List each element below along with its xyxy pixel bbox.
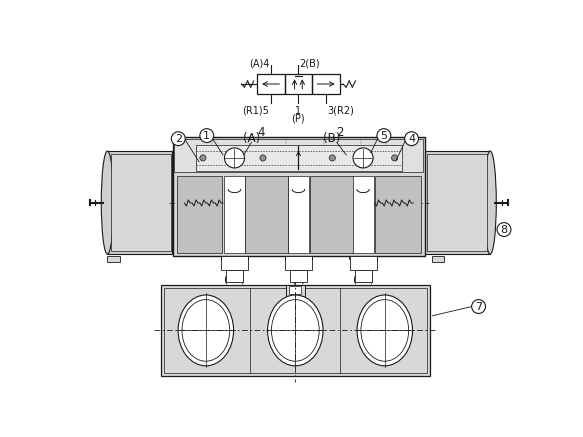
Circle shape <box>224 148 244 168</box>
Ellipse shape <box>178 295 234 366</box>
Bar <box>286 285 304 297</box>
Bar <box>419 164 426 241</box>
Bar <box>224 177 245 253</box>
Bar <box>173 137 424 257</box>
Ellipse shape <box>268 295 323 366</box>
Circle shape <box>200 128 214 142</box>
Text: (P): (P) <box>292 274 305 284</box>
Circle shape <box>329 155 335 161</box>
Text: 4: 4 <box>408 134 415 144</box>
Text: (R1): (R1) <box>224 274 245 284</box>
Bar <box>287 177 309 253</box>
Bar <box>310 177 353 253</box>
Text: 3: 3 <box>359 265 367 278</box>
Text: (B): (B) <box>323 132 340 145</box>
Text: 4: 4 <box>257 126 265 139</box>
Ellipse shape <box>361 300 409 361</box>
Bar <box>290 271 307 282</box>
Bar <box>164 288 427 373</box>
Bar <box>426 151 490 254</box>
Text: (R1)5: (R1)5 <box>243 106 269 116</box>
Ellipse shape <box>357 295 413 366</box>
Circle shape <box>353 148 373 168</box>
Ellipse shape <box>272 300 319 361</box>
Bar <box>350 257 377 271</box>
Text: (A)4: (A)4 <box>250 58 270 68</box>
Bar <box>354 271 371 282</box>
Bar <box>285 257 312 271</box>
Bar <box>177 177 222 253</box>
Ellipse shape <box>101 151 114 254</box>
Bar <box>245 177 289 253</box>
Text: (P): (P) <box>292 114 305 124</box>
Text: 2(B): 2(B) <box>299 58 320 68</box>
Bar <box>257 74 285 94</box>
Bar <box>107 151 172 254</box>
Bar <box>107 256 120 262</box>
Bar <box>111 154 171 251</box>
Text: 5: 5 <box>380 131 387 141</box>
Text: 1: 1 <box>203 131 210 141</box>
Text: 8: 8 <box>500 225 508 235</box>
Ellipse shape <box>484 151 496 254</box>
Text: 1: 1 <box>294 265 302 278</box>
Circle shape <box>392 155 398 161</box>
Circle shape <box>377 128 391 142</box>
Circle shape <box>472 300 486 313</box>
Bar <box>312 74 340 94</box>
Circle shape <box>405 132 419 146</box>
Circle shape <box>260 155 266 161</box>
Circle shape <box>200 155 206 161</box>
Text: 5: 5 <box>231 265 238 278</box>
Text: 1: 1 <box>296 106 301 116</box>
Bar <box>222 257 248 271</box>
Bar <box>431 256 444 262</box>
Bar <box>172 164 178 241</box>
Text: 2: 2 <box>336 126 344 139</box>
Bar <box>196 145 402 171</box>
Text: (R2): (R2) <box>352 274 374 284</box>
Bar <box>226 271 243 282</box>
Circle shape <box>497 222 511 236</box>
Ellipse shape <box>182 300 230 361</box>
Bar <box>285 74 312 94</box>
Circle shape <box>171 132 185 146</box>
Bar <box>289 286 301 294</box>
Text: (A): (A) <box>243 132 260 145</box>
Bar <box>352 177 374 253</box>
Bar <box>174 139 423 172</box>
Bar <box>375 177 421 253</box>
Text: 2: 2 <box>175 134 182 144</box>
Text: 3(R2): 3(R2) <box>328 106 354 116</box>
Bar <box>160 285 430 376</box>
Text: 7: 7 <box>475 302 482 312</box>
Bar <box>427 154 487 251</box>
